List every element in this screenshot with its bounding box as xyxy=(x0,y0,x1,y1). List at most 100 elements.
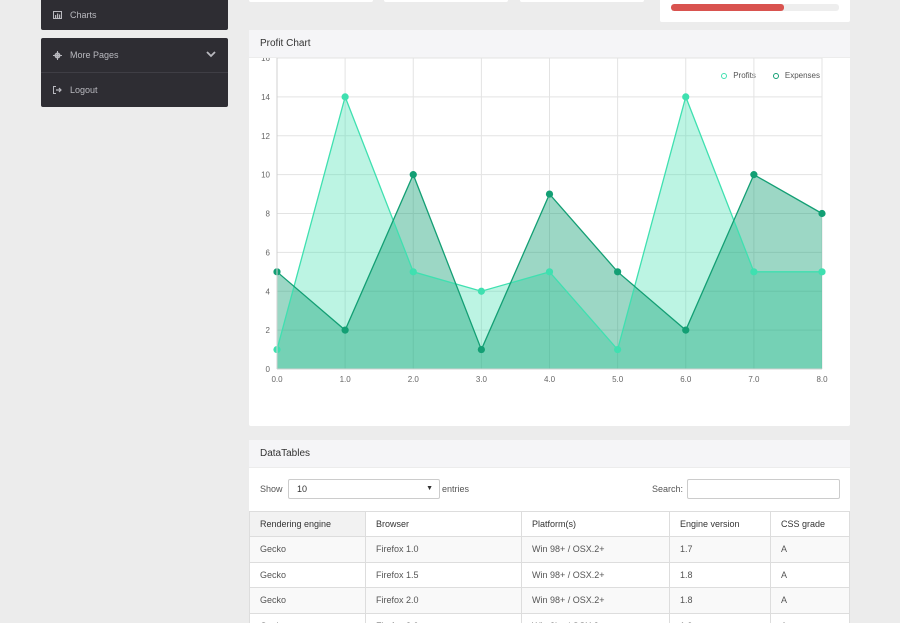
sidebar-top: Charts xyxy=(41,0,228,30)
sidebar-item-label: Charts xyxy=(70,10,97,20)
table-cell: Win 2k+ / OSX.3+ xyxy=(521,612,670,623)
y-tick-label: 14 xyxy=(261,93,270,102)
y-tick-label: 10 xyxy=(261,171,270,180)
y-tick-label: 0 xyxy=(266,365,271,374)
legend-item-profits[interactable]: Profits xyxy=(721,71,756,80)
progress-card xyxy=(660,0,850,22)
column-header-css-grade[interactable]: CSS grade xyxy=(770,511,850,537)
data-point-profits xyxy=(545,268,554,276)
data-point-expenses xyxy=(818,209,826,218)
table-row: Gecko Firefox 2.0 Win 98+ / OSX.2+ 1.8 A xyxy=(249,587,850,614)
table-cell: A xyxy=(770,536,850,563)
table-cell: Firefox 3.0 xyxy=(365,612,522,623)
y-tick-label: 6 xyxy=(266,248,271,257)
data-point-expenses xyxy=(477,345,485,354)
x-tick-label: 1.0 xyxy=(340,375,352,384)
table-cell: Gecko xyxy=(249,561,366,588)
caret-down-icon: ▼ xyxy=(426,485,433,492)
data-point-expenses xyxy=(750,171,758,179)
x-tick-label: 2.0 xyxy=(408,375,420,384)
stat-card xyxy=(384,0,508,2)
x-tick-label: 3.0 xyxy=(476,375,488,384)
y-tick-label: 12 xyxy=(261,132,270,141)
table-cell: Win 98+ / OSX.2+ xyxy=(521,561,670,588)
data-point-expenses xyxy=(545,190,554,198)
panel-title: Profit Chart xyxy=(249,30,850,58)
logout-icon xyxy=(52,85,62,95)
table-cell: A xyxy=(770,612,850,623)
y-tick-label: 2 xyxy=(266,326,271,335)
table-cell: Firefox 2.0 xyxy=(365,587,522,614)
table-cell: Win 98+ / OSX.2+ xyxy=(521,587,670,614)
sidebar-item-charts[interactable]: Charts xyxy=(41,0,228,30)
profit-chart-panel: Profit Chart Profits Expenses 0 2 4 6 8 10 12 1… xyxy=(249,30,850,426)
table-cell: 1.9 xyxy=(669,612,771,623)
sidebar-divider xyxy=(41,72,228,73)
stat-card xyxy=(249,0,373,2)
x-tick-label: 8.0 xyxy=(816,375,828,384)
x-tick-label: 4.0 xyxy=(544,375,556,384)
column-header-platforms[interactable]: Platform(s) xyxy=(521,511,670,537)
datatables-panel: DataTables Show 10 ▼ entries Search: Ren… xyxy=(249,440,850,623)
progress-fill xyxy=(671,4,784,11)
page-size-value: 10 xyxy=(297,484,308,494)
progress-bar xyxy=(671,4,839,11)
legend-marker-icon xyxy=(772,72,779,79)
y-tick-label: 8 xyxy=(266,210,271,219)
table-cell: A xyxy=(770,587,850,614)
x-tick-label: 6.0 xyxy=(680,375,692,384)
table-row: Gecko Firefox 1.0 Win 98+ / OSX.2+ 1.7 A xyxy=(249,536,850,563)
sidebar-item-logout[interactable]: Logout xyxy=(41,73,228,107)
table-cell: Win 98+ / OSX.2+ xyxy=(521,536,670,563)
y-tick-label: 16 xyxy=(261,58,270,63)
column-header-rendering-engine[interactable]: Rendering engine xyxy=(249,511,366,537)
data-point-profits xyxy=(409,268,417,276)
legend-label: Expenses xyxy=(784,71,820,80)
table-cell: Gecko xyxy=(249,587,366,614)
table-controls: Show 10 ▼ entries Search: xyxy=(249,479,850,501)
column-header-engine-version[interactable]: Engine version xyxy=(669,511,771,537)
data-point-profits xyxy=(750,268,758,276)
table-cell: A xyxy=(770,561,850,588)
x-tick-label: 0.0 xyxy=(271,375,283,384)
sidebar-item-more-pages[interactable]: More Pages xyxy=(41,38,228,72)
y-tick-label: 4 xyxy=(266,287,271,296)
table-cell: Gecko xyxy=(249,536,366,563)
table-cell: Gecko xyxy=(249,612,366,623)
data-point-profits xyxy=(477,287,485,295)
chevron-down-icon[interactable] xyxy=(206,50,216,60)
sidebar-item-label: Logout xyxy=(70,85,98,95)
x-tick-label: 7.0 xyxy=(748,375,760,384)
x-tick-label: 5.0 xyxy=(612,375,624,384)
table-cell: Firefox 1.5 xyxy=(365,561,522,588)
sidebar-menu: More Pages Logout xyxy=(41,38,228,107)
table-cell: 1.7 xyxy=(669,536,771,563)
bar-chart-icon xyxy=(52,10,62,20)
show-label: Show xyxy=(260,484,283,494)
profit-chart: 0 2 4 6 8 10 12 14 16 0.0 1.0 2.0 3.0 4.0 5.0 6.0 7.0 8.0 xyxy=(261,58,828,384)
table-row: Gecko Firefox 1.5 Win 98+ / OSX.2+ 1.8 A xyxy=(249,561,850,588)
table-cell: Firefox 1.0 xyxy=(365,536,522,563)
stat-card xyxy=(520,0,644,2)
legend-item-expenses[interactable]: Expenses xyxy=(772,71,820,80)
column-header-browser[interactable]: Browser xyxy=(365,511,522,537)
data-point-expenses xyxy=(614,268,622,276)
table-header-row: Rendering engine Browser Platform(s) Eng… xyxy=(249,511,850,537)
table-cell: 1.8 xyxy=(669,561,771,588)
panel-title: DataTables xyxy=(249,440,850,468)
legend-label: Profits xyxy=(733,71,756,80)
gear-icon xyxy=(52,50,62,60)
data-point-profits xyxy=(818,268,826,276)
search-label: Search: xyxy=(652,484,684,494)
data-point-profits xyxy=(682,93,690,101)
area-profits xyxy=(277,96,822,369)
entries-label: entries xyxy=(442,484,470,494)
data-point-expenses xyxy=(409,171,417,179)
table-cell: 1.8 xyxy=(669,587,771,614)
page-size-select[interactable]: 10 ▼ xyxy=(288,479,440,499)
data-point-expenses xyxy=(341,326,349,334)
search-input[interactable] xyxy=(687,479,840,499)
sidebar-item-label: More Pages xyxy=(70,50,119,60)
data-point-profits xyxy=(614,345,622,354)
